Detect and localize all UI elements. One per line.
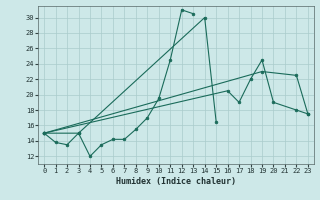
X-axis label: Humidex (Indice chaleur): Humidex (Indice chaleur): [116, 177, 236, 186]
